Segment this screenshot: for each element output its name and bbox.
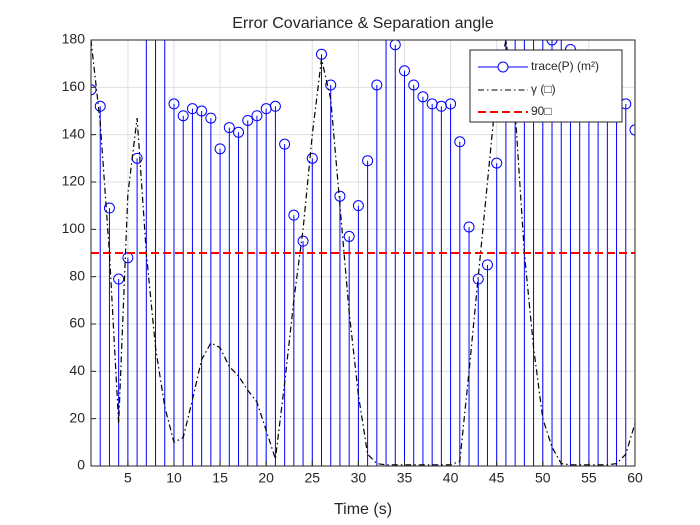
stem-marker bbox=[251, 110, 263, 122]
x-tick-label: 50 bbox=[535, 470, 551, 486]
x-tick-label: 45 bbox=[489, 470, 505, 486]
stem-marker bbox=[233, 126, 245, 138]
y-tick-label: 160 bbox=[62, 78, 86, 94]
gamma-line bbox=[91, 40, 635, 466]
legend: trace(P) (m²) γ (□) 90□ bbox=[469, 49, 623, 123]
stem-marker bbox=[371, 79, 383, 91]
stem-marker bbox=[297, 235, 309, 247]
stem-marker bbox=[288, 209, 300, 221]
stem-marker bbox=[196, 105, 208, 117]
x-tick-label: 10 bbox=[166, 470, 182, 486]
stem-marker bbox=[168, 98, 180, 110]
chart-title: Error Covariance & Separation angle bbox=[232, 15, 494, 32]
y-tick-label: 60 bbox=[69, 315, 85, 331]
stem-marker bbox=[177, 110, 189, 122]
stem-marker bbox=[398, 65, 410, 77]
stem-marker bbox=[445, 98, 457, 110]
x-tick-label: 25 bbox=[304, 470, 320, 486]
x-tick-label: 60 bbox=[627, 470, 643, 486]
stem-marker bbox=[352, 200, 364, 212]
stem-marker bbox=[343, 230, 355, 242]
stem-marker bbox=[242, 114, 254, 126]
x-tick-label: 55 bbox=[581, 470, 597, 486]
stem-marker bbox=[306, 152, 318, 164]
y-tick-label: 20 bbox=[69, 409, 85, 425]
y-tick-label: 140 bbox=[62, 125, 86, 141]
y-tick-label: 100 bbox=[62, 220, 86, 236]
stem-marker bbox=[491, 157, 503, 169]
stem-marker bbox=[417, 91, 429, 103]
stem-marker bbox=[362, 155, 374, 167]
stem-marker bbox=[325, 79, 337, 91]
x-tick-label: 20 bbox=[258, 470, 274, 486]
y-tick-label: 0 bbox=[77, 457, 85, 473]
y-tick-label: 40 bbox=[69, 362, 85, 378]
stem-marker bbox=[205, 112, 217, 124]
x-tick-label: 35 bbox=[397, 470, 413, 486]
x-tick-label: 40 bbox=[443, 470, 459, 486]
stem-marker bbox=[94, 100, 106, 112]
x-tick-label: 30 bbox=[351, 470, 367, 486]
stem-marker bbox=[408, 79, 420, 91]
legend-label: γ (□) bbox=[531, 82, 556, 96]
stem-marker bbox=[481, 259, 493, 271]
stem-marker bbox=[214, 143, 226, 155]
y-tick-label: 120 bbox=[62, 173, 86, 189]
x-axis-label: Time (s) bbox=[334, 501, 392, 518]
ticks: 5 10 15 20 25 30 35 40 45 50 55 60 0 20 40 60 80 100 120 14… bbox=[62, 31, 643, 486]
legend-label: 90□ bbox=[531, 104, 552, 118]
legend-swatch bbox=[497, 61, 509, 73]
stem-marker bbox=[389, 40, 401, 51]
stem-marker bbox=[113, 273, 125, 285]
x-tick-label: 15 bbox=[212, 470, 228, 486]
stem-marker bbox=[454, 136, 466, 148]
stem-marker bbox=[103, 202, 115, 214]
stem-marker bbox=[269, 100, 281, 112]
stem-marker bbox=[629, 124, 635, 136]
legend-label: trace(P) (m²) bbox=[531, 59, 599, 73]
legend-box bbox=[469, 49, 623, 123]
stem-marker bbox=[279, 138, 291, 150]
y-tick-label: 80 bbox=[69, 267, 85, 283]
axes-box bbox=[90, 39, 636, 467]
x-tick-label: 5 bbox=[124, 470, 132, 486]
stem-marker bbox=[223, 122, 235, 134]
stem-marker bbox=[546, 40, 558, 46]
stem-marker bbox=[463, 221, 475, 233]
y-tick-label: 180 bbox=[62, 31, 86, 47]
